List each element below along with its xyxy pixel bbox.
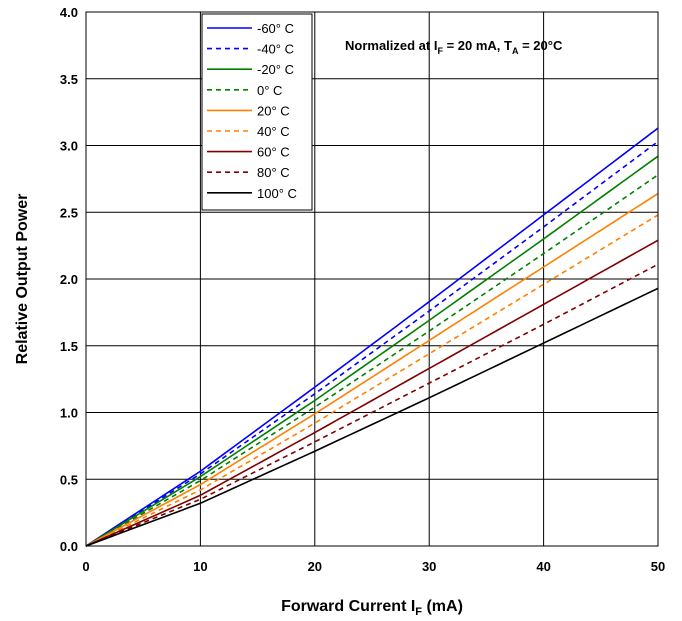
- series-line-2: [85, 140, 659, 547]
- legend-label-3: -20° C: [257, 62, 294, 77]
- series-lines: [85, 127, 659, 547]
- legend: -60° C -40° C -20° C 0° C 20° C 40° C 60° C 80°…: [201, 13, 313, 211]
- y-tick-label: 3.5: [60, 72, 78, 87]
- y-axis-title: Relative Output Power: [14, 194, 31, 365]
- x-axis-title: Forward Current IF (mA): [281, 598, 463, 618]
- y-tick-label: 3.0: [60, 139, 78, 154]
- x-axis-title-sub: F: [415, 606, 422, 618]
- plot-border: [85, 11, 659, 547]
- legend-label-4: 0° C: [257, 83, 282, 98]
- series-line-4: [85, 174, 659, 547]
- y-tick-label: 4.0: [60, 5, 78, 20]
- x-tick-label: 40: [536, 559, 550, 574]
- x-tick-label: 10: [193, 559, 207, 574]
- y-tick-label: 0.0: [60, 539, 78, 554]
- series-line-8: [85, 263, 659, 547]
- y-tick-label: 1.5: [60, 339, 78, 354]
- x-tick-label: 30: [422, 559, 436, 574]
- legend-label-6: 40° C: [257, 124, 290, 139]
- x-tick-label: 50: [651, 559, 665, 574]
- legend-label-2: -40° C: [257, 42, 294, 57]
- x-axis-title-suffix: (mA): [422, 598, 463, 615]
- normalization-note: Normalized at IF = 20 mA, TA = 20°C: [345, 38, 563, 56]
- legend-label-8: 80° C: [257, 165, 290, 180]
- y-tick-label: 2.5: [60, 205, 78, 220]
- series-line-7: [85, 239, 659, 547]
- note-sub2: A: [512, 46, 519, 56]
- note-suffix: = 20°C: [518, 38, 562, 53]
- legend-items: -60° C -40° C -20° C 0° C 20° C 40° C 60° C 80°…: [207, 21, 297, 201]
- y-tick-label: 0.5: [60, 472, 78, 487]
- series-line-6: [85, 214, 659, 547]
- note-mid: = 20 mA, T: [443, 38, 512, 53]
- legend-label-9: 100° C: [257, 186, 297, 201]
- note-prefix: Normalized at I: [345, 38, 437, 53]
- legend-label-5: 20° C: [257, 103, 290, 118]
- legend-label-1: -60° C: [257, 21, 294, 36]
- y-tick-label: 1.0: [60, 406, 78, 421]
- x-tick-label: 20: [308, 559, 322, 574]
- series-line-5: [85, 192, 659, 547]
- legend-box: [201, 13, 313, 211]
- tick-labels: 0.0 0.5 1.0 1.5 2.0 2.5 3.0 3.5 4.0 0 10 20 30 40 50: [60, 5, 665, 574]
- series-line-9: [85, 287, 659, 547]
- x-tick-label: 0: [82, 559, 89, 574]
- series-line-3: [85, 155, 659, 547]
- note-sub1: F: [437, 46, 443, 56]
- y-tick-label: 2.0: [60, 272, 78, 287]
- x-axis-title-main: Forward Current I: [281, 598, 415, 615]
- legend-label-7: 60° C: [257, 145, 290, 160]
- series-line-1: [85, 127, 659, 547]
